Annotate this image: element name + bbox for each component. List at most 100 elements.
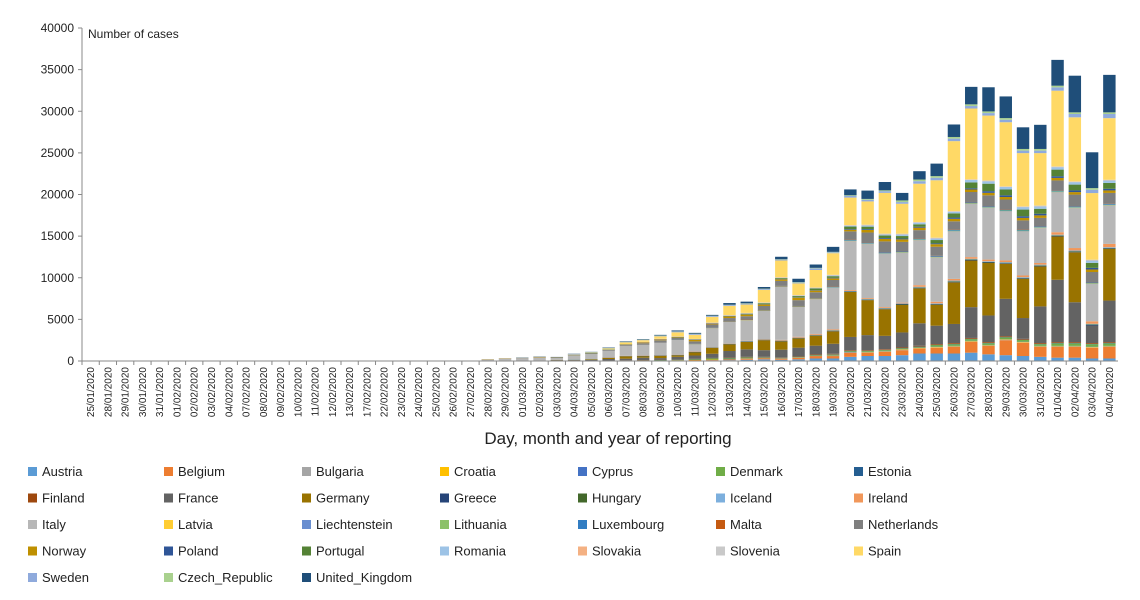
legend-label: Belgium (178, 464, 225, 479)
x-tick-label: 02/04/2020 (1070, 367, 1081, 417)
bar-segment-spain (878, 192, 892, 234)
bar-segment-france (740, 349, 753, 357)
bar-segment-germany (913, 288, 926, 324)
bar-segment-lithuania (1016, 230, 1030, 232)
bar-segment-finland (1016, 338, 1030, 340)
bar-segment-hungary (1051, 235, 1064, 236)
bar-segment-denmark (1085, 344, 1099, 347)
bar-segment-norway (947, 218, 961, 222)
bar-segment-portugal (947, 213, 961, 218)
bar-segment-italy (1051, 192, 1064, 233)
bar-segment-norway (826, 278, 840, 280)
bar-segment-romania (1103, 180, 1116, 183)
bar-segment-lithuania (1068, 207, 1082, 208)
bar-segment-netherlands (654, 340, 667, 343)
bar-segment-spain (1068, 117, 1082, 182)
bar-segment-germany (895, 304, 909, 333)
bar-segment-czech-republic (809, 267, 823, 269)
bar-segment-france (999, 298, 1012, 337)
bar-segment-norway (619, 344, 633, 346)
bar-segment-netherlands (619, 345, 633, 346)
bar-segment-belgium (1016, 342, 1030, 357)
y-axis: 0 5000 10000 15000 20000 25000 30000 35000 40000 (41, 21, 83, 368)
bar-segment-denmark (740, 357, 753, 359)
bar-segment-norway (809, 290, 823, 293)
bar-segment-italy (688, 344, 702, 352)
bar-segment-sweden (947, 138, 961, 142)
bar-segment-italy (533, 357, 546, 361)
bar-segment-belgium (740, 358, 753, 360)
bar-segment-luxembourg (1103, 203, 1116, 205)
bar-segment-spain (654, 336, 667, 339)
bar-segment-denmark (809, 354, 823, 356)
y-axis-title: Number of cases (88, 27, 179, 41)
x-tick-label: 29/02/2020 (501, 367, 512, 417)
bar-segment-france (757, 350, 771, 357)
bar-segment-portugal (809, 288, 823, 291)
x-tick-label: 05/03/2020 (587, 367, 598, 417)
bar-segment-hungary (947, 281, 961, 282)
y-tick-label: 15000 (41, 229, 75, 243)
bar-segment-poland (1085, 267, 1099, 270)
bar-segment-italy (723, 321, 736, 344)
bar-segment-sweden (1016, 150, 1030, 154)
bar-segment-belgium (930, 347, 943, 354)
bar-segment-france (965, 307, 978, 338)
bar-segment-austria (1068, 357, 1082, 361)
legend-swatch (440, 520, 449, 529)
x-tick-label: 22/03/2020 (880, 367, 891, 417)
bar-segment-norway (1103, 190, 1116, 193)
bar-segment-finland (809, 354, 823, 355)
bar-segment-sweden (878, 191, 892, 193)
x-tick-label: 25/01/2020 (86, 367, 97, 417)
bar-segment-france (1103, 300, 1116, 343)
bar-segment-italy (602, 350, 615, 358)
bar-segment-sweden (1068, 114, 1082, 118)
bar-segment-spain (740, 304, 753, 313)
bar-segment-luxembourg (965, 202, 978, 203)
bar-segment-ireland (1016, 275, 1030, 278)
bar-segment-romania (999, 187, 1012, 190)
y-tick-label: 40000 (41, 21, 75, 35)
bar-segment-lithuania (982, 207, 995, 208)
bar-segment-netherlands (1068, 194, 1082, 207)
bar-segment-portugal (757, 303, 771, 305)
bar-segment-poland (947, 217, 961, 219)
bar-segment-united-kingdom (947, 124, 961, 137)
bar-segment-germany (1051, 236, 1064, 280)
bar-segment-austria (809, 358, 823, 361)
bar-segment-spain (1034, 153, 1047, 206)
bar-segment-romania (1068, 182, 1082, 185)
bar-segment-netherlands (792, 300, 805, 306)
x-tick-label: 27/02/2020 (466, 367, 477, 417)
bar-segment-romania (930, 238, 943, 241)
bar-segment-spain (1016, 153, 1030, 207)
legend-label: Slovenia (730, 544, 781, 559)
bar-segment-italy (1034, 228, 1047, 264)
x-tick-label: 04/04/2020 (1105, 367, 1116, 417)
bar-segment-hungary (913, 287, 926, 288)
legend-label: Netherlands (868, 517, 939, 532)
bar-segment-luxembourg (1051, 190, 1064, 192)
bar-segment-ireland (965, 257, 978, 259)
bar-segment-croatia (1085, 346, 1099, 348)
x-axis: 25/01/2020 28/01/2020 29/01/2020 30/01/2020… (81, 360, 1118, 417)
bar-segment-sweden (844, 195, 857, 198)
bar-segment-sweden (706, 315, 719, 317)
bar-segment-germany (792, 338, 805, 348)
bar-segment-sweden (688, 333, 702, 335)
bar-segment-austria (740, 359, 753, 361)
legend-swatch (28, 493, 37, 503)
bar-segment-denmark (1034, 344, 1047, 346)
bar-segment-sweden (671, 331, 684, 333)
bar-segment-norway (861, 229, 874, 233)
bar-segment-belgium (688, 360, 702, 361)
legend-label: Denmark (730, 464, 783, 479)
bar-segment-portugal (861, 226, 874, 230)
x-tick-label: 28/02/2020 (483, 367, 494, 417)
legend-swatch (302, 546, 311, 556)
x-tick-label: 13/03/2020 (725, 367, 736, 417)
bar-segment-portugal (1103, 182, 1116, 189)
bar-segment-croatia (1051, 346, 1064, 347)
bar-segment-luxembourg (913, 238, 926, 240)
